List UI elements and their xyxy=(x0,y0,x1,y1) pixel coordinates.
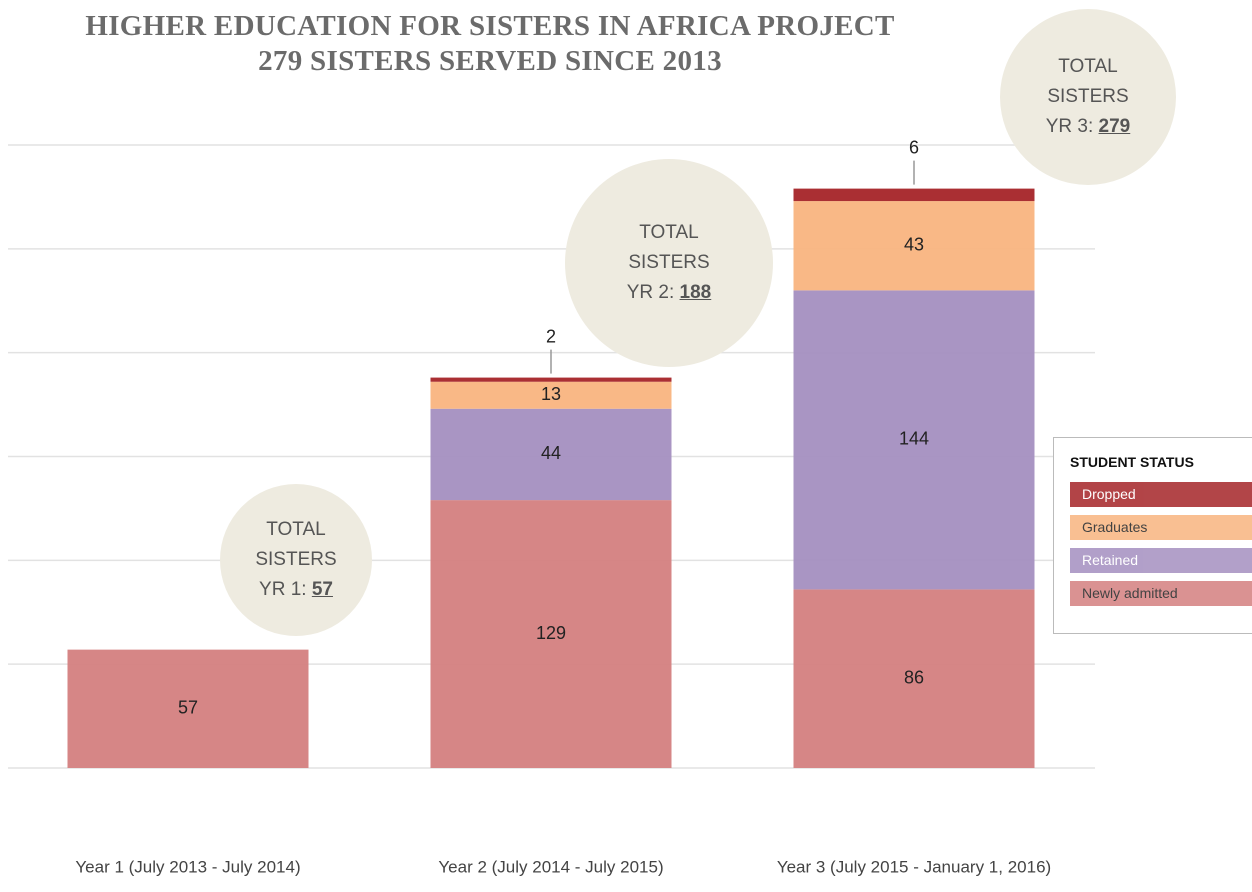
bar-segment xyxy=(67,649,309,768)
data-label: 129 xyxy=(536,623,566,643)
bar-segment xyxy=(793,589,1035,768)
total-text: TOTAL SISTERS YR 2: 188 xyxy=(623,218,715,308)
chart-subtitle: 279 SISTERS SERVED SINCE 2013 xyxy=(258,45,722,77)
total-label: TOTAL SISTERS YR 3: xyxy=(1045,56,1129,137)
total-label: TOTAL SISTERS YR 1: xyxy=(255,519,337,600)
total-label: TOTAL SISTERS YR 2: xyxy=(626,222,710,303)
data-label: 57 xyxy=(178,698,198,718)
legend: STUDENT STATUS Dropped Graduates Retained N… xyxy=(1053,437,1252,634)
total-bubble: TOTAL SISTERS YR 3: 279 xyxy=(1000,9,1176,185)
bar-segment xyxy=(430,381,672,409)
chart-title: HIGHER EDUCATION FOR SISTERS IN AFRICA P… xyxy=(85,10,895,42)
legend-item: Retained xyxy=(1070,548,1252,573)
legend-item: Dropped xyxy=(1070,482,1252,507)
legend-title: STUDENT STATUS xyxy=(1070,454,1194,470)
x-tick-label: Year 3 (July 2015 - January 1, 2016) xyxy=(777,857,1051,876)
bar-segment xyxy=(430,500,672,768)
legend-item: Newly admitted xyxy=(1070,581,1252,606)
data-label: 144 xyxy=(899,429,929,449)
total-value: 279 xyxy=(1098,116,1131,137)
data-label: 2 xyxy=(546,326,556,346)
bar-segment xyxy=(793,188,1035,202)
x-tick-label: Year 2 (July 2014 - July 2015) xyxy=(438,857,663,876)
total-bubble: TOTAL SISTERS YR 1: 57 xyxy=(220,484,372,636)
legend-item: Graduates xyxy=(1070,515,1252,540)
bar-segment xyxy=(793,290,1035,590)
total-value: 188 xyxy=(679,282,712,303)
total-text: TOTAL SISTERS YR 1: 57 xyxy=(250,515,342,605)
data-label: 86 xyxy=(904,667,924,687)
data-label: 13 xyxy=(541,384,561,404)
total-value: 57 xyxy=(311,579,333,600)
bar-segment xyxy=(430,377,672,382)
data-label: 44 xyxy=(541,443,561,463)
bar-segment xyxy=(430,408,672,501)
x-tick-label: Year 1 (July 2013 - July 2014) xyxy=(75,857,300,876)
data-label: 6 xyxy=(909,137,919,157)
bar-segment xyxy=(793,201,1035,291)
total-bubble: TOTAL SISTERS YR 2: 188 xyxy=(565,159,773,367)
total-text: TOTAL SISTERS YR 3: 279 xyxy=(1042,52,1134,142)
data-label: 43 xyxy=(904,234,924,254)
